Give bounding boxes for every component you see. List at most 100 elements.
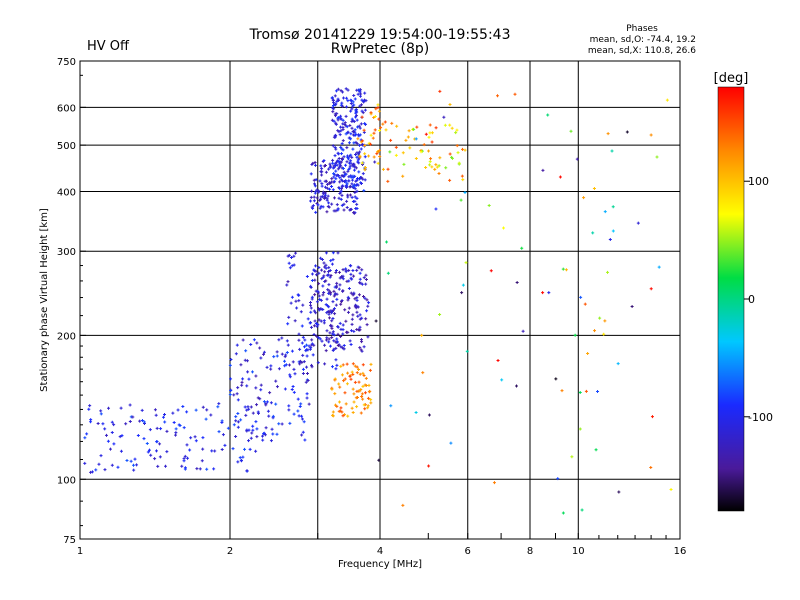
scatter-point	[383, 120, 387, 124]
scatter-point	[329, 259, 333, 263]
scatter-point	[245, 469, 249, 473]
scatter-point	[331, 188, 335, 192]
scatter-point	[357, 293, 361, 297]
scatter-point	[235, 392, 239, 396]
scatter-point	[360, 268, 364, 272]
scatter-point	[353, 190, 357, 194]
scatter-point	[101, 422, 105, 426]
scatter-point	[363, 91, 367, 95]
scatter-point	[324, 251, 328, 255]
scatter-point	[292, 367, 296, 371]
scatter-point	[162, 415, 166, 419]
scatter-point	[205, 408, 209, 412]
scatter-point	[341, 289, 345, 293]
scatter-point	[332, 209, 336, 213]
scatter-point	[321, 275, 325, 279]
scatter-point	[128, 419, 132, 423]
scatter-point	[339, 145, 343, 149]
scatter-point	[287, 404, 291, 408]
scatter-point	[341, 363, 345, 367]
scatter-point	[438, 89, 442, 93]
scatter-point	[346, 414, 350, 418]
scatter-point	[156, 464, 160, 468]
scatter-point	[316, 289, 320, 293]
scatter-point	[269, 367, 273, 371]
scatter-point	[347, 296, 351, 300]
scatter-point	[311, 353, 315, 357]
scatter-point	[301, 367, 305, 371]
scatter-point	[335, 281, 339, 285]
scatter-point	[345, 205, 349, 209]
scatter-point	[332, 289, 336, 293]
scatter-point	[220, 447, 224, 451]
scatter-point	[229, 358, 233, 362]
scatter-point	[438, 313, 442, 317]
scatter-point	[422, 143, 426, 147]
scatter-point	[360, 282, 364, 286]
scatter-point	[286, 322, 290, 326]
scatter-point	[357, 152, 361, 156]
scatter-point	[163, 420, 167, 424]
scatter-point	[320, 170, 324, 174]
scatter-point	[427, 464, 431, 468]
scatter-point	[350, 178, 354, 182]
scatter-point	[352, 168, 356, 172]
scatter-point	[584, 389, 588, 393]
scatter-point	[333, 312, 337, 316]
scatter-point	[239, 458, 243, 462]
scatter-point	[448, 123, 452, 127]
scatter-point	[286, 343, 290, 347]
scatter-point	[359, 147, 363, 151]
scatter-point	[350, 277, 354, 281]
scatter-point	[342, 208, 346, 212]
scatter-point	[154, 413, 158, 417]
scatter-point	[424, 165, 428, 169]
scatter-point	[360, 394, 364, 398]
scatter-point	[320, 173, 324, 177]
scatter-point	[442, 115, 446, 119]
scatter-point	[492, 481, 496, 485]
scatter-point	[269, 401, 273, 405]
scatter-point	[234, 419, 238, 423]
scatter-point	[204, 417, 208, 421]
scatter-point	[358, 277, 362, 281]
scatter-point	[261, 434, 265, 438]
scatter-point	[153, 408, 157, 412]
scatter-point	[308, 321, 312, 325]
scatter-point	[580, 508, 584, 512]
scatter-point	[301, 371, 305, 375]
scatter-point	[378, 154, 382, 158]
scatter-point	[355, 155, 359, 159]
scatter-point	[294, 251, 298, 255]
scatter-point	[340, 193, 344, 197]
scatter-point	[401, 151, 405, 155]
scatter-point	[331, 144, 335, 148]
scatter-point	[349, 132, 353, 136]
scatter-point	[593, 329, 597, 333]
scatter-point	[570, 455, 574, 459]
scatter-point	[243, 405, 247, 409]
scatter-point	[125, 459, 129, 463]
scatter-point	[247, 439, 251, 443]
scatter-point	[255, 341, 259, 345]
scatter-point	[309, 199, 313, 203]
phases-o-stats: mean, sd,O: -74.4, 19.2	[590, 35, 696, 45]
x-tick-label: 16	[674, 546, 687, 557]
scatter-point	[404, 138, 408, 142]
scatter-point	[347, 287, 351, 291]
scatter-point	[367, 383, 371, 387]
scatter-point	[349, 329, 353, 333]
scatter-point	[322, 274, 326, 278]
scatter-point	[547, 291, 551, 295]
scatter-point	[275, 432, 279, 436]
scatter-point	[325, 297, 329, 301]
scatter-point	[323, 343, 327, 347]
scatter-point	[342, 155, 346, 159]
scatter-point	[343, 377, 347, 381]
scatter-point	[346, 298, 350, 302]
scatter-point	[298, 405, 302, 409]
scatter-point	[236, 425, 240, 429]
scatter-point	[337, 287, 341, 291]
scatter-point	[247, 377, 251, 381]
y-tick-label: 100	[57, 475, 76, 486]
